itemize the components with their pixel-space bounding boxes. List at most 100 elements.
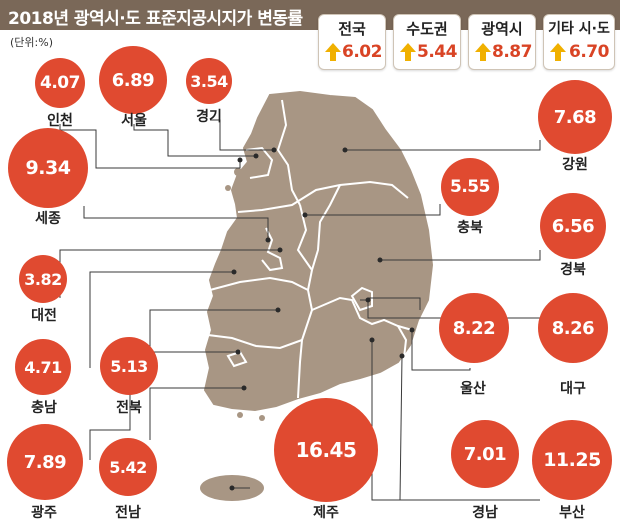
region-label-jeonbuk: 전북 (116, 400, 142, 416)
leader-busan (399, 355, 540, 501)
anchor-chungnam (231, 269, 237, 275)
anchor-jeonbuk (275, 307, 281, 313)
bubble-daegu: 8.26 (538, 293, 608, 363)
anchor-gangwon (342, 147, 348, 153)
region-label-incheon: 인천 (47, 113, 73, 129)
island (234, 168, 242, 176)
leader-sejong (83, 206, 269, 240)
bubble-gwangju: 7.89 (7, 424, 83, 500)
bubble-gangwon: 7.68 (538, 80, 612, 154)
border-chungbuk-west (296, 204, 314, 291)
bubble-gyeongbuk: 6.56 (540, 193, 606, 259)
border-seoul (245, 146, 274, 179)
border-daejeon-sejong (261, 227, 284, 272)
island (259, 415, 265, 421)
summary-national: 전국 6.02 (318, 14, 386, 70)
leader-gyeongbuk (380, 250, 541, 261)
leader-chungbuk (305, 204, 441, 216)
up-arrow-icon (475, 43, 491, 61)
summary-value: 6.70 (569, 42, 609, 62)
region-label-sejong: 세종 (35, 211, 61, 227)
unit-label: (단위:%) (10, 36, 53, 49)
anchor-dots (229, 147, 415, 491)
province-borders (207, 99, 413, 399)
leader-gyeonggi (210, 119, 274, 151)
bubble-ulsan: 8.22 (439, 293, 509, 363)
anchor-gyeongbuk (377, 257, 383, 263)
leader-ulsan (411, 330, 471, 371)
anchor-gyeonggi (271, 147, 277, 153)
summary-label: 광역시 (481, 20, 523, 38)
anchor-daejeon (277, 247, 283, 253)
border-gyeonggi-gangwon (276, 99, 301, 206)
bubble-seoul: 6.89 (99, 46, 167, 114)
summary-capital-area: 수도권 5.44 (393, 14, 461, 70)
anchor-seoul (253, 153, 259, 159)
leader-chungnam (89, 271, 234, 368)
border-ulsan (397, 325, 408, 359)
anchor-incheon (237, 157, 243, 163)
leader-gangwon (345, 140, 541, 151)
bubble-chungbuk: 5.55 (441, 158, 499, 216)
border-jeolla-north (209, 276, 314, 399)
summary-value: 8.87 (492, 42, 532, 62)
region-label-ulsan: 울산 (460, 381, 486, 397)
bubble-incheon: 4.07 (35, 58, 85, 108)
bubble-gyeonggi: 3.54 (186, 58, 232, 104)
up-arrow-icon (325, 43, 341, 61)
region-label-gangwon: 강원 (562, 157, 588, 173)
bubble-gyeongnam: 7.01 (451, 420, 519, 488)
anchor-busan (399, 353, 405, 359)
bubble-jeonnam: 5.42 (99, 438, 157, 496)
summary-value: 5.44 (417, 42, 457, 62)
bubble-jeju: 16.45 (274, 398, 378, 502)
region-label-daegu: 대구 (560, 381, 586, 397)
summary-label: 수도권 (406, 20, 448, 38)
leader-gwangju (89, 351, 238, 460)
anchor-jeonnam (241, 385, 247, 391)
border-south-gangwon (237, 180, 409, 213)
bubble-jeonbuk: 5.13 (100, 337, 158, 395)
region-label-chungbuk: 충북 (457, 220, 483, 236)
anchor-sejong (265, 237, 271, 243)
island (225, 185, 231, 191)
border-chungbuk-east (311, 184, 341, 271)
summary-value: 6.02 (342, 42, 382, 62)
bubble-chungnam: 4.71 (15, 339, 71, 395)
anchor-gwangju (235, 349, 241, 355)
summary-label: 전국 (338, 20, 366, 38)
up-arrow-icon (400, 43, 416, 61)
region-label-jeju: 제주 (313, 505, 339, 521)
region-label-daejeon: 대전 (31, 308, 57, 324)
island (218, 396, 226, 404)
bubble-busan: 11.25 (532, 420, 612, 500)
region-label-busan: 부산 (559, 505, 585, 521)
anchor-ulsan (409, 327, 415, 333)
leader-seoul (133, 124, 256, 157)
page-title: 2018년 광역시·도 표준지공시지가 변동률 (8, 9, 303, 29)
border-gyeongbuk-gyeongnam (311, 296, 413, 331)
region-label-gyeongnam: 경남 (472, 505, 498, 521)
anchor-gyeongnam (369, 337, 375, 343)
anchor-jeju (229, 485, 235, 491)
region-label-chungnam: 충남 (31, 400, 57, 416)
region-label-gyeongbuk: 경북 (560, 262, 586, 278)
border-daegu (350, 286, 373, 312)
summary-metro-cities: 광역시 8.87 (468, 14, 536, 70)
leader-lines (59, 119, 541, 501)
leader-jeonnam (149, 387, 244, 440)
bubble-daejeon: 3.82 (19, 255, 67, 303)
island (237, 412, 243, 418)
region-label-gwangju: 광주 (31, 505, 57, 521)
region-label-seoul: 서울 (121, 113, 147, 129)
up-arrow-icon (550, 43, 566, 61)
border-jeolla-south (207, 334, 303, 350)
bubble-sejong: 9.34 (8, 128, 88, 208)
region-label-jeonnam: 전남 (115, 505, 141, 521)
anchor-daegu (365, 297, 371, 303)
region-label-gyeonggi: 경기 (196, 109, 222, 125)
leader-daegu-link (368, 297, 421, 310)
summary-label: 기타 시·도 (548, 21, 610, 37)
